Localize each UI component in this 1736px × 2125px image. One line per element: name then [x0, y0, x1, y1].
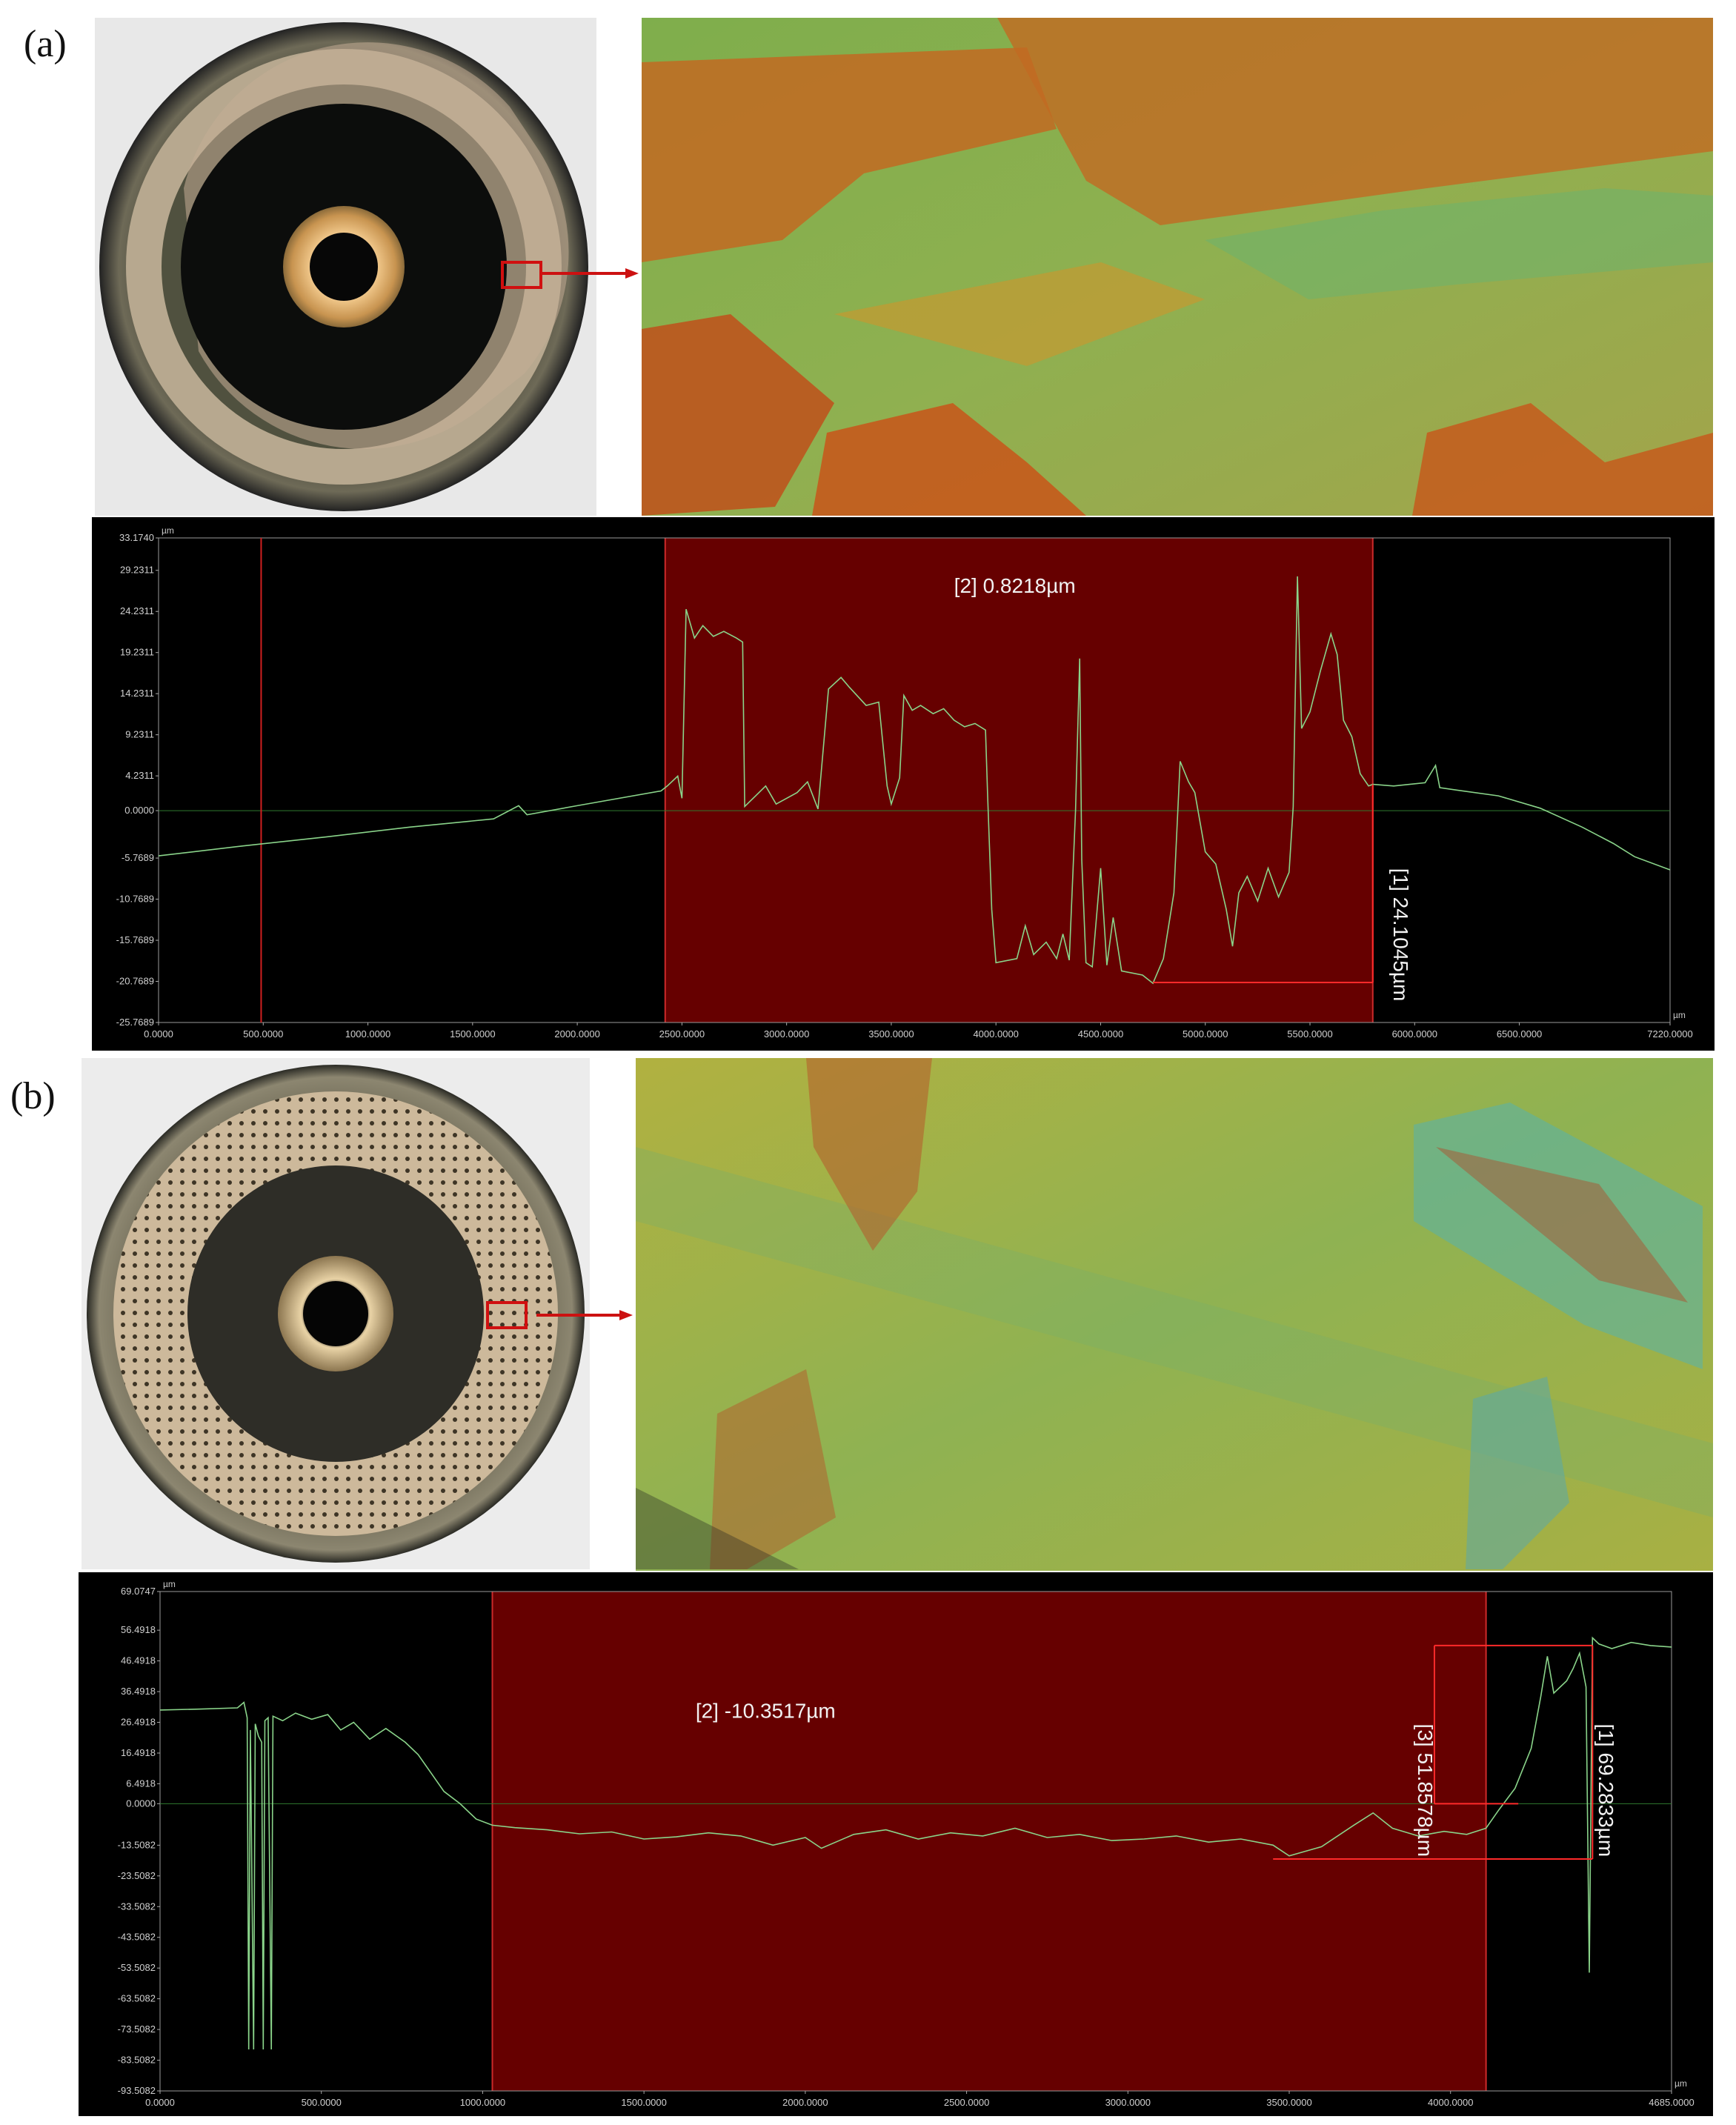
x-tick-label: 4000.0000 [973, 1028, 1018, 1040]
y-tick-label: 6.4918 [126, 1778, 156, 1789]
measurement-label: [1] 24.1045µm [1389, 868, 1412, 1002]
y-tick-label: 69.0747 [121, 1586, 156, 1597]
zoom-box-a [501, 261, 542, 289]
x-tick-label: 4500.0000 [1078, 1028, 1123, 1040]
y-tick-label: -93.5082 [118, 2085, 156, 2096]
y-unit-label: µm [163, 1579, 176, 1589]
y-tick-label: 33.1740 [119, 532, 154, 543]
selection-region [492, 1592, 1486, 2091]
y-tick-label: 9.2311 [125, 729, 154, 740]
x-tick-label: 3500.0000 [868, 1028, 914, 1040]
y-tick-label: -73.5082 [118, 2023, 156, 2035]
x-tick-label: 0.0000 [145, 2097, 175, 2108]
x-tick-label: 5500.0000 [1287, 1028, 1332, 1040]
x-tick-label: 500.0000 [243, 1028, 283, 1040]
x-tick-label: 5000.0000 [1183, 1028, 1228, 1040]
y-tick-label: -25.7689 [116, 1017, 154, 1028]
y-tick-label: -83.5082 [118, 2055, 156, 2066]
panel-label-a: (a) [24, 23, 67, 65]
measurement-label: [3] 51.8578µm [1414, 1724, 1437, 1858]
profile-chart-b-svg: 69.0747 56.4918 46.4918 36.4918 26.4918 16.49… [118, 1579, 1695, 2108]
y-tick-label: 29.2311 [120, 565, 154, 576]
x-tick-label: 2000.0000 [554, 1028, 599, 1040]
surface-map-a [642, 18, 1713, 516]
profile-series-line [159, 1636, 1672, 2050]
arrow-icon-a [542, 268, 639, 279]
x-tick-label: 2000.0000 [782, 2097, 828, 2108]
x-tick-label: 3500.0000 [1266, 2097, 1311, 2108]
surface-map-b-graphic [636, 1058, 1713, 1571]
y-unit-label: µm [162, 525, 174, 536]
seal-face-photo-a-graphic [95, 18, 596, 516]
seal-face-photo-b [82, 1058, 590, 1569]
measurement-label: [2] -10.3517µm [696, 1699, 836, 1722]
y-tick-label: -5.7689 [122, 852, 154, 863]
y-tick-label: -53.5082 [118, 1962, 156, 1973]
x-tick-label: 1000.0000 [345, 1028, 390, 1040]
y-tick-label: 26.4918 [121, 1717, 156, 1728]
x-tick-label: 7220.0000 [1647, 1028, 1692, 1040]
selection-region [665, 538, 1373, 1022]
y-tick-label: -15.7689 [116, 934, 154, 945]
y-tick-label: 24.2311 [120, 605, 154, 616]
arrow-icon-b [536, 1310, 633, 1320]
profile-chart-a-svg: 33.1740 29.2311 24.2311 19.2311 14.2311 9.231… [116, 525, 1693, 1040]
y-tick-label: 56.4918 [121, 1624, 156, 1635]
y-tick-label: 46.4918 [121, 1655, 156, 1666]
x-tick-label: 1500.0000 [621, 2097, 666, 2108]
profile-series-line [158, 576, 1671, 985]
x-tick-label: 0.0000 [144, 1028, 173, 1040]
x-tick-label: 500.0000 [302, 2097, 342, 2108]
x-tick-label: 3000.0000 [1105, 2097, 1151, 2108]
seal-face-photo-a [95, 18, 596, 516]
y-tick-label: -10.7689 [116, 894, 154, 905]
x-unit-label: µm [1673, 1010, 1686, 1020]
y-tick-label: -43.5082 [118, 1932, 156, 1943]
surface-map-b [636, 1058, 1713, 1571]
x-tick-label: 1000.0000 [460, 2097, 505, 2108]
y-tick-label: -33.5082 [118, 1900, 156, 1912]
x-tick-label: 3000.0000 [764, 1028, 809, 1040]
x-tick-label: 1500.0000 [450, 1028, 495, 1040]
x-tick-label: 4685.0000 [1649, 2097, 1694, 2108]
y-tick-label: -23.5082 [118, 1870, 156, 1881]
y-tick-label: 16.4918 [121, 1747, 156, 1758]
measurement-label: [1] 69.2833µm [1594, 1724, 1617, 1858]
y-tick-label: -63.5082 [118, 1993, 156, 2004]
x-tick-label: 6500.0000 [1497, 1028, 1542, 1040]
x-tick-label: 6000.0000 [1392, 1028, 1437, 1040]
x-tick-label: 2500.0000 [944, 2097, 989, 2108]
measurement-label: [2] 0.8218µm [954, 574, 1076, 597]
y-tick-label: -13.5082 [118, 1839, 156, 1850]
y-tick-label: 36.4918 [121, 1686, 156, 1697]
panel-label-b: (b) [10, 1075, 56, 1117]
y-tick-label: 14.2311 [120, 688, 154, 699]
surface-map-a-graphic [642, 18, 1713, 516]
profile-chart-a: 33.1740 29.2311 24.2311 19.2311 14.2311 9.231… [92, 517, 1715, 1051]
seal-face-photo-b-graphic [82, 1058, 590, 1569]
y-tick-label: -20.7689 [116, 976, 154, 987]
y-tick-label: 0.0000 [124, 805, 154, 816]
x-unit-label: µm [1675, 2078, 1687, 2089]
zoom-box-b [486, 1301, 528, 1329]
plot-frame [159, 1591, 1672, 2092]
y-tick-label: 19.2311 [120, 647, 154, 658]
y-tick-label: 4.2311 [125, 770, 154, 781]
profile-chart-b: 69.0747 56.4918 46.4918 36.4918 26.4918 16.49… [79, 1572, 1713, 2116]
plot-frame [158, 537, 1671, 1023]
x-tick-label: 4000.0000 [1428, 2097, 1473, 2108]
x-tick-label: 2500.0000 [659, 1028, 705, 1040]
y-tick-label: 0.0000 [126, 1798, 156, 1809]
